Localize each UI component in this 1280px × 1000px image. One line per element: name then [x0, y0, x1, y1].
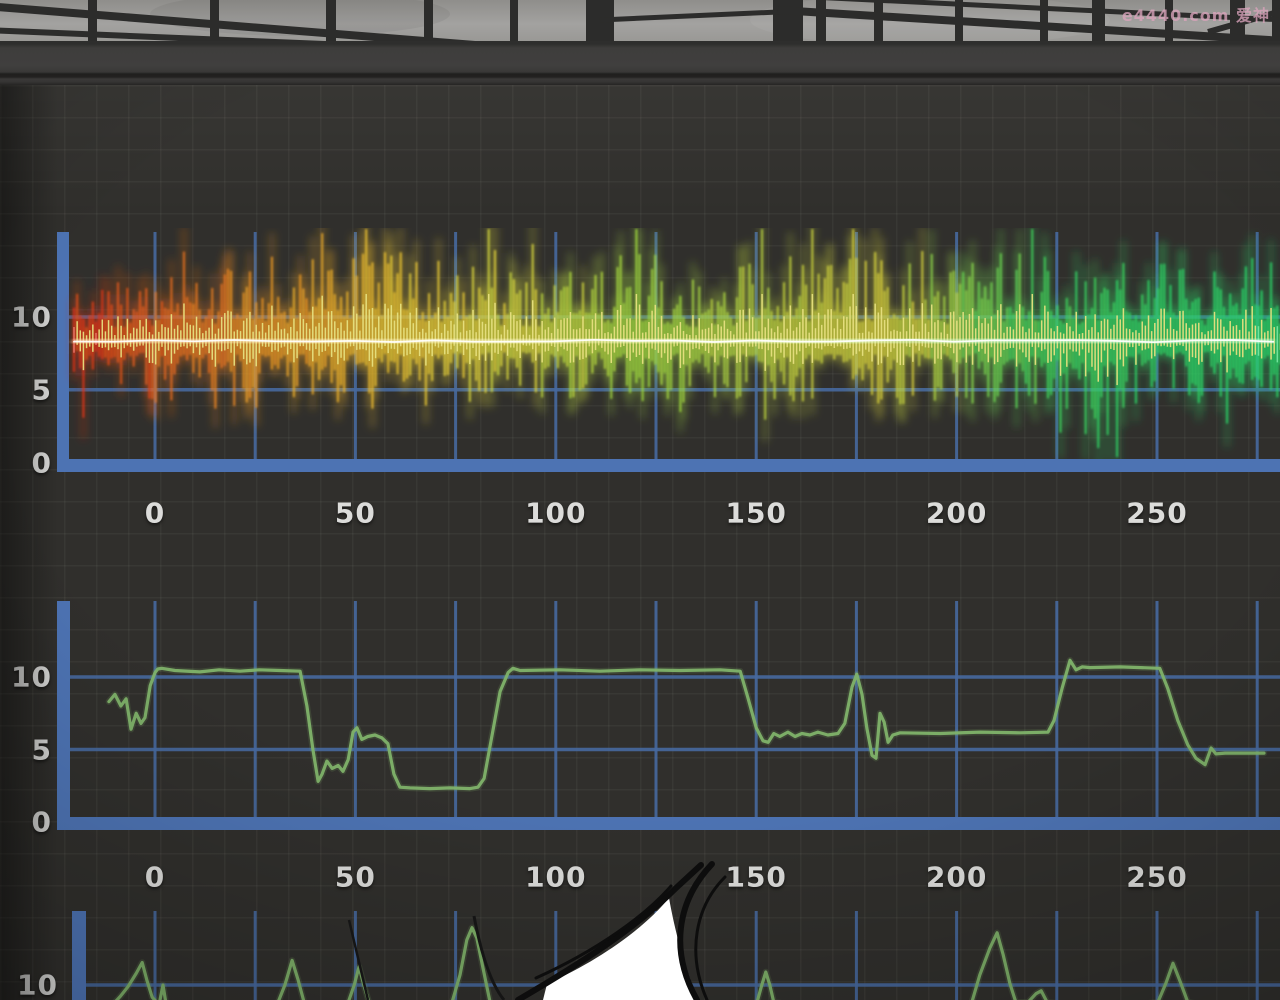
x-tick-label: 50: [334, 860, 376, 894]
x-tick-label: 0: [144, 860, 166, 894]
x-tick-label: 250: [1126, 860, 1188, 894]
monitor-bezel: [0, 44, 1280, 85]
x-tick-label: 150: [725, 496, 787, 530]
spectrum-waveform: [71, 228, 1280, 459]
x-tick-label: 150: [725, 860, 787, 894]
y-tick-label: 10: [17, 968, 58, 1000]
chart-axes: [57, 232, 1280, 1000]
x-tick-label: 100: [525, 860, 587, 894]
x-tick-label: 100: [525, 496, 587, 530]
x-tick-label: 250: [1126, 496, 1188, 530]
x-tick-label: 200: [925, 860, 988, 894]
ceiling-window: [0, 0, 1280, 44]
watermark: e4440.com 爱神: [1121, 6, 1270, 25]
x-tick-label: 200: [925, 496, 988, 530]
y-tick-label: 0: [31, 446, 52, 479]
y-tick-label: 5: [31, 373, 52, 407]
signal-lines: [105, 657, 1268, 1000]
ceiling-slanted-bars: [0, 0, 1280, 44]
y-tick-label: 10: [11, 300, 52, 334]
y-tick-label: 5: [31, 733, 52, 766]
x-tick-label: 50: [334, 496, 376, 530]
x-tick-label: 0: [144, 496, 166, 530]
y-tick-label: 10: [11, 660, 52, 694]
ceiling-grid-graphic: [0, 0, 1280, 44]
y-tick-label: 0: [31, 805, 52, 839]
